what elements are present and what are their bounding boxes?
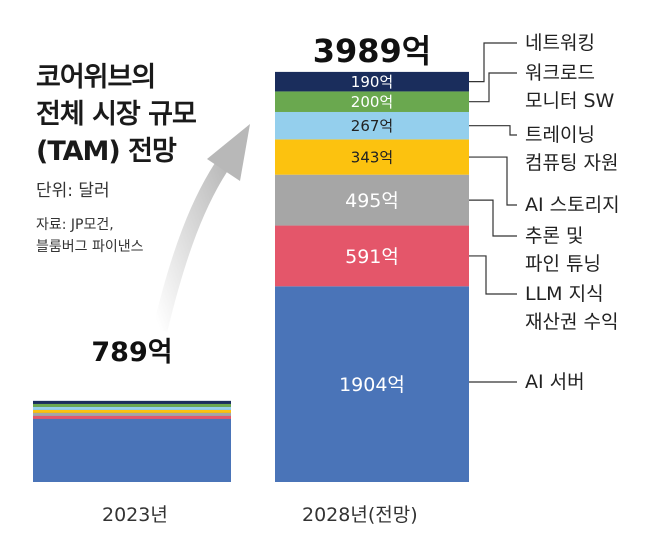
segment-value-label-6: 200억 [351,93,393,111]
segment-value-label-1: 1904억 [339,374,405,396]
legend-connector-2 [469,255,517,295]
bar-2023-stripe-1 [33,415,231,419]
bar-2023-stripe-5 [33,403,231,407]
legend-label-5-line-1: 트레이닝 [525,124,595,146]
legend-label-3-line-2: 파인 튜닝 [525,253,601,275]
bar-2028-segment-6 [275,91,469,112]
legend-connector-5 [469,125,517,136]
legend-label-4-line-1: AI 스토리지 [525,194,620,216]
chart-title-line-2: 전체 시장 규모 [36,99,197,130]
segment-value-label-5: 267억 [351,117,393,135]
unit-label: 단위: 달러 [36,181,110,201]
legend-connector-6 [469,72,517,103]
legend-label-6-line-1: 워크로드 [525,62,595,84]
growth-arrow-head [207,124,250,181]
legend-connector-3 [469,199,517,237]
bar-2028-segment-2 [275,225,469,287]
bar-2028-segment-7 [275,71,469,92]
chart-title-line-1: 코어위브의 [36,62,156,93]
segment-value-label-7: 190억 [351,73,393,91]
bar-2028-segment-3 [275,174,469,226]
bar-total-label-2023: 789억 [91,337,172,368]
legend-label-3-line-1: 추론 및 [525,225,583,247]
bar-total-label-2028: 3989억 [313,32,432,70]
legend-label-5-line-2: 컴퓨팅 자원 [525,152,618,174]
legend-connector-7 [469,42,517,83]
bar-2028-segment-1 [275,286,469,482]
legend-label-1-line-1: AI 서버 [525,371,585,393]
bar-2023-stripe-4 [33,406,231,410]
legend-label-2-line-1: LLM 지식 [525,283,604,305]
bar-2028-segment-5 [275,111,469,140]
bar-2023-stripe-2 [33,412,231,416]
legend-label-7-line-1: 네트워킹 [525,32,595,54]
growth-arrow-shaft [152,155,233,332]
source-line-2: 블룸버그 파이낸스 [36,239,144,255]
segment-value-label-4: 343억 [351,148,393,166]
x-tick-label-2028: 2028년(전망) [302,504,418,526]
source-line-1: 자료: JP모건, [36,217,114,233]
bar-2023-stripe-6 [33,400,231,404]
segment-value-label-2: 591억 [345,246,399,268]
segment-value-label-3: 495억 [345,190,399,212]
legend-label-2-line-2: 재산권 수익 [525,311,618,333]
legend-label-6-line-2: 모니터 SW [525,90,615,112]
legend-connector-4 [469,156,517,206]
bar-2028-segment-4 [275,139,469,175]
bar-2023-stripe-3 [33,409,231,413]
chart-title-line-3: (TAM) 전망 [36,136,177,167]
x-tick-label-2023: 2023년 [102,504,168,526]
